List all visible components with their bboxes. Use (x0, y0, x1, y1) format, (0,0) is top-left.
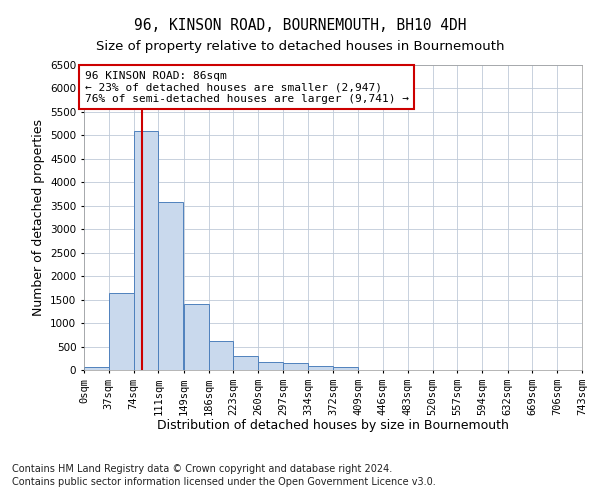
Bar (209, 341, 233, 370)
X-axis label: Distribution of detached houses by size in Bournemouth: Distribution of detached houses by size … (157, 420, 509, 432)
Bar (109, 292, 134, 370)
Bar (158, 202, 183, 370)
Bar (84, 367, 109, 370)
Bar (233, 356, 258, 370)
Y-axis label: Number of detached properties: Number of detached properties (32, 119, 44, 316)
Bar (308, 366, 332, 370)
Text: Size of property relative to detached houses in Bournemouth: Size of property relative to detached ho… (96, 40, 504, 53)
Text: Contains public sector information licensed under the Open Government Licence v3: Contains public sector information licen… (12, 477, 436, 487)
Bar (334, 367, 358, 370)
Bar (184, 304, 209, 370)
Text: 96 KINSON ROAD: 86sqm
← 23% of detached houses are smaller (2,947)
76% of semi-d: 96 KINSON ROAD: 86sqm ← 23% of detached … (85, 70, 409, 104)
Bar (258, 362, 283, 370)
Text: 96, KINSON ROAD, BOURNEMOUTH, BH10 4DH: 96, KINSON ROAD, BOURNEMOUTH, BH10 4DH (134, 18, 466, 32)
Bar (134, 130, 158, 370)
Text: Contains HM Land Registry data © Crown copyright and database right 2024.: Contains HM Land Registry data © Crown c… (12, 464, 392, 474)
Bar (283, 364, 308, 370)
